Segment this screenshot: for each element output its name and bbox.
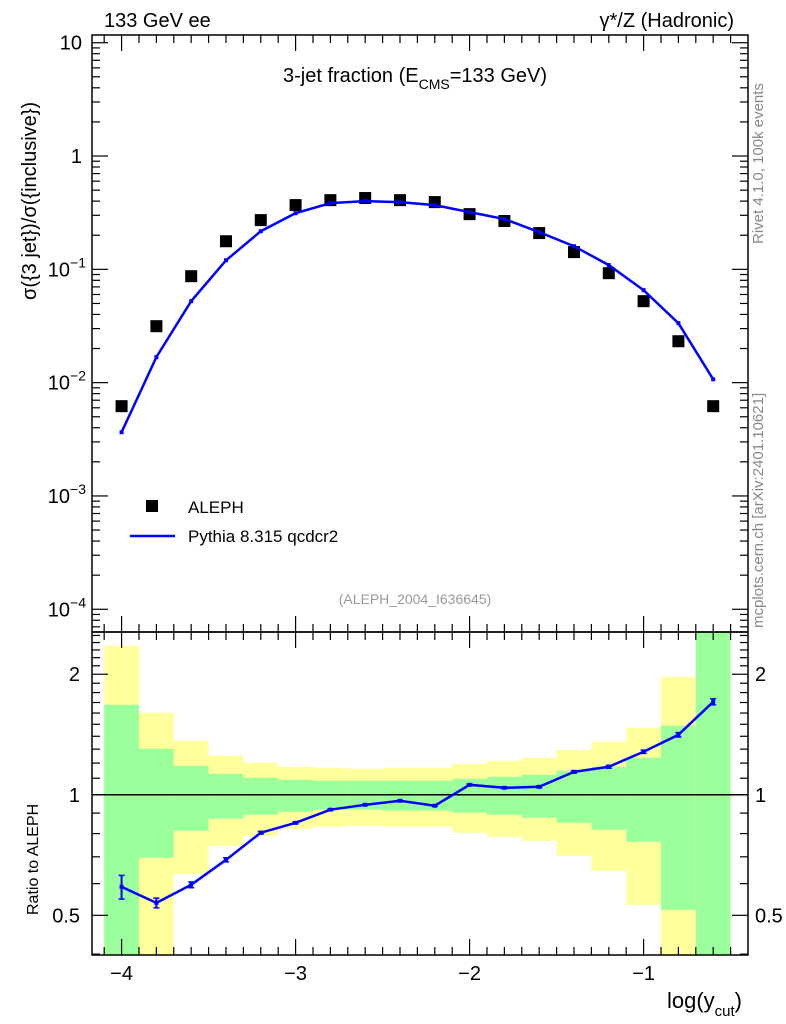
legend: ALEPH Pythia 8.315 qcdcr2: [130, 498, 338, 546]
legend-marker-data: [146, 500, 158, 512]
y-tick-label: 10: [60, 33, 82, 55]
mc-line: [120, 199, 715, 433]
stat-uncertainty-band: [556, 770, 592, 823]
ratio-point: [328, 807, 333, 812]
y-tick-label: 10−4: [48, 594, 86, 621]
data-point: [707, 400, 720, 413]
data-point: [115, 400, 128, 413]
stat-uncertainty-band: [138, 748, 174, 858]
mc-point: [676, 321, 681, 326]
ratio-point: [119, 884, 124, 889]
stat-uncertainty-band: [173, 765, 209, 831]
mcplots-info: mcplots.cern.ch [arXiv:2401.10621]: [750, 393, 767, 628]
header-right: γ*/Z (Hadronic): [600, 10, 734, 32]
x-tick-label: −3: [284, 963, 307, 985]
data-point: [672, 335, 685, 348]
legend-label-mc: Pythia 8.315 qcdcr2: [188, 527, 338, 546]
rivet-info: Rivet 4.1.0, 100k events: [750, 83, 767, 244]
mc-point: [223, 258, 228, 263]
stat-uncertainty-band: [626, 757, 661, 842]
y-tick-exponent: −4: [70, 594, 86, 610]
y-tick-exponent: −2: [70, 368, 86, 384]
ratio-point: [223, 857, 228, 862]
ratio-y-tick-label-right: 0.5: [755, 905, 783, 927]
analysis-watermark: (ALEPH_2004_I636645): [339, 591, 492, 607]
ratio-point: [467, 782, 472, 787]
axes: −4 −3 −2 −1 10 1 10−1 10−2 10−3 10−4 2 2 1 1 0.5 0.5: [48, 33, 783, 985]
mc-point: [258, 229, 263, 234]
mc-point: [606, 263, 611, 268]
stat-uncertainty-band: [591, 766, 627, 830]
stat-uncertainty-band: [382, 780, 418, 811]
ratio-point: [711, 699, 716, 704]
mc-point: [537, 230, 542, 235]
x-tick-label: −1: [632, 963, 655, 985]
mc-point: [467, 210, 472, 215]
stat-uncertainty-band: [660, 725, 696, 910]
ratio-y-tick-label-left: 1: [69, 785, 80, 807]
header-left: 133 GeV ee: [104, 10, 211, 32]
mc-point: [119, 430, 124, 435]
y-tick-label: 10−3: [48, 481, 86, 508]
stat-uncertainty-band: [104, 704, 139, 955]
ratio-point: [571, 769, 576, 774]
ratio-point: [154, 900, 159, 905]
ratio-y-tick-label-right: 1: [755, 785, 766, 807]
ratio-point: [432, 803, 437, 808]
stat-uncertainty-band: [208, 773, 244, 819]
x-tick-label: −2: [458, 963, 481, 985]
mc-point: [432, 203, 437, 208]
mc-point: [397, 200, 402, 205]
ratio-line: [121, 700, 715, 905]
ratio-point: [676, 732, 681, 737]
data-point: [602, 267, 615, 280]
y-tick-label: 1: [71, 146, 82, 168]
y-tick-label: 10−2: [48, 368, 86, 395]
data-point: [219, 235, 232, 248]
mc-point: [363, 199, 368, 204]
mc-point: [328, 201, 333, 206]
y-tick-exponent: −3: [70, 481, 86, 497]
y-axis-label-ratio: Ratio to ALEPH: [25, 804, 42, 915]
data-point: [254, 214, 267, 227]
ratio-frame: [91, 631, 749, 956]
data-point: [185, 270, 198, 283]
ratio-point: [363, 802, 368, 807]
ratio-point: [397, 798, 402, 803]
chart-marks: [115, 192, 720, 909]
y-axis-label-top: σ({3 jet})/σ({inclusive}): [19, 102, 41, 300]
mc-point: [189, 299, 194, 304]
data-point: [637, 295, 650, 308]
ratio-point: [537, 784, 542, 789]
stat-uncertainty-band: [486, 776, 522, 815]
data-point: [150, 320, 163, 333]
mc-point: [711, 377, 716, 382]
ratio-y-tick-label-left: 2: [69, 664, 80, 686]
mc-point: [571, 244, 576, 249]
chart-title: 3-jet fraction (ECMS=133 GeV): [283, 65, 547, 92]
y-tick-exponent: −1: [70, 254, 86, 270]
mc-point: [641, 288, 646, 293]
mc-point: [293, 211, 298, 216]
ratio-point: [502, 785, 507, 790]
stat-uncertainty-band: [278, 779, 313, 812]
ratio-y-tick-label-left: 0.5: [52, 905, 80, 927]
y-tick-label: 10−1: [48, 254, 86, 281]
mc-point: [502, 217, 507, 222]
ratio-point: [293, 820, 298, 825]
x-tick-label: −4: [110, 963, 133, 985]
ratio-point: [189, 882, 194, 887]
ratio-bands: [92, 632, 748, 955]
stat-uncertainty-band: [695, 632, 731, 955]
x-axis-label: log(ycut): [667, 988, 742, 1020]
ratio-point: [258, 830, 263, 835]
ratio-y-tick-label-right: 2: [755, 664, 766, 686]
data-point: [289, 199, 302, 212]
ratio-point: [606, 764, 611, 769]
ratio-point: [641, 749, 646, 754]
mc-point: [154, 355, 159, 360]
stat-uncertainty-band: [243, 777, 279, 815]
legend-label-data: ALEPH: [188, 498, 244, 517]
